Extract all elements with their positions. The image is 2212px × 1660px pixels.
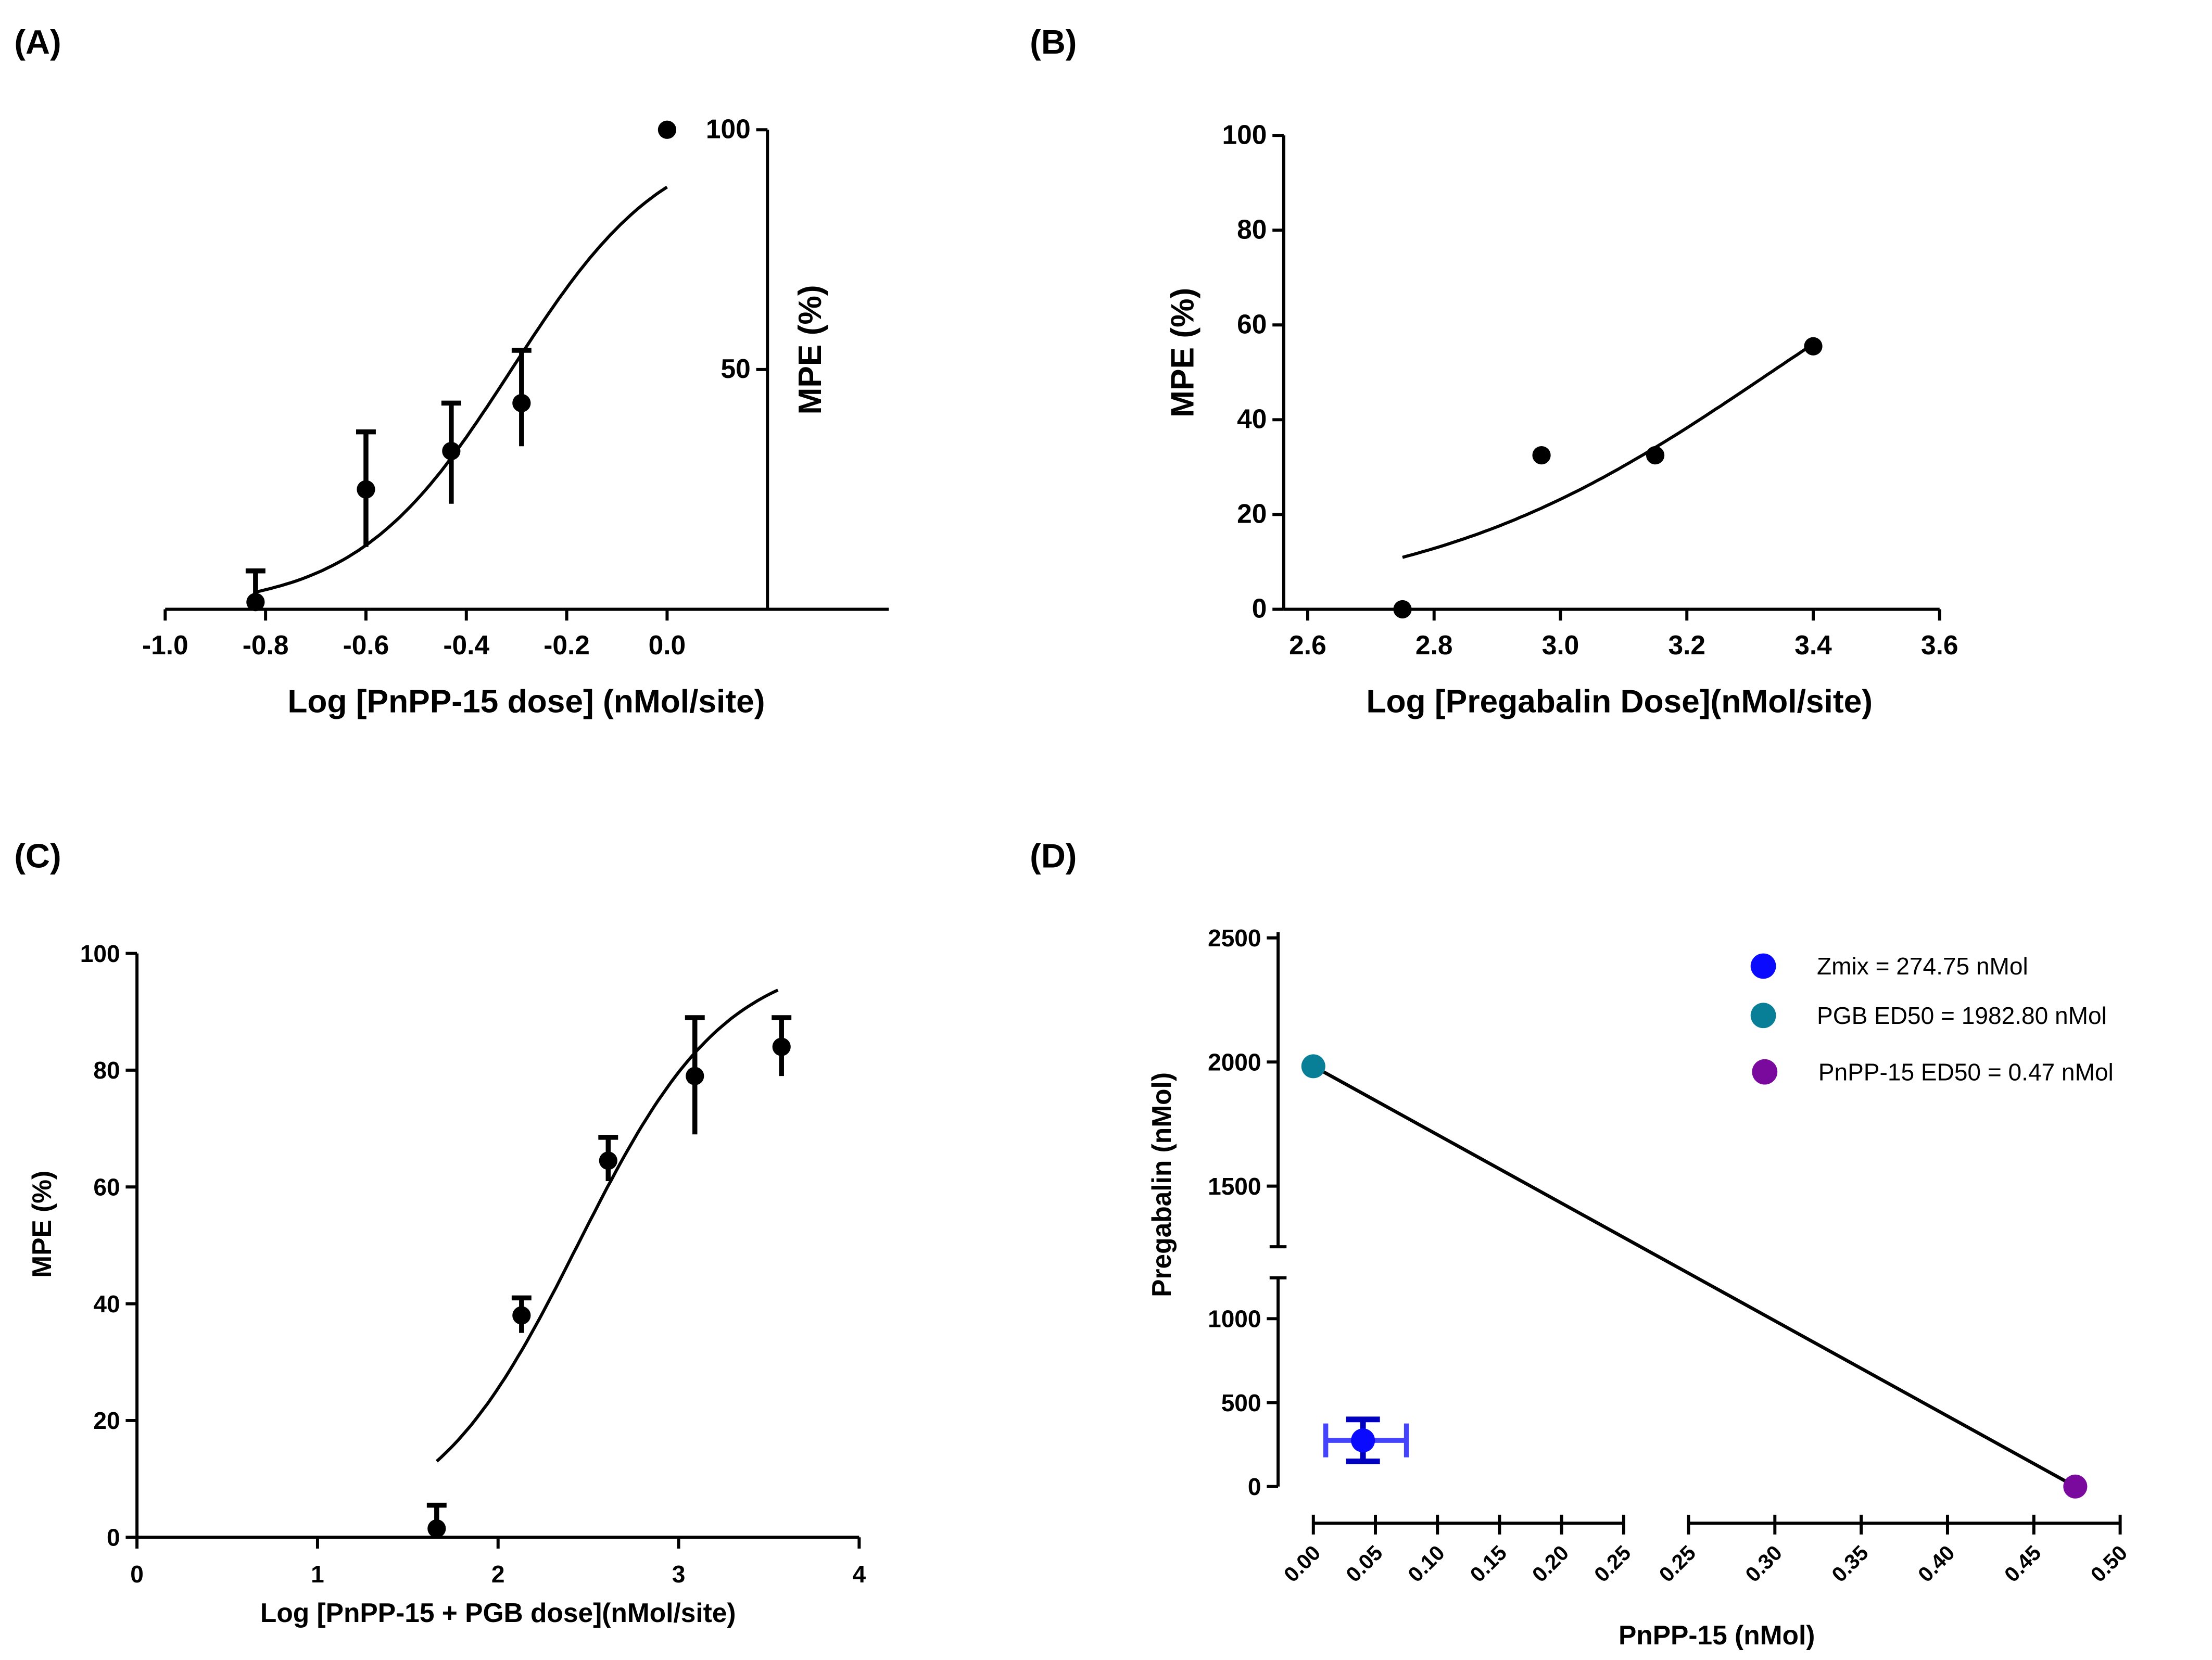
- data-point: [658, 120, 677, 139]
- y-tick-label: 80: [1237, 214, 1267, 244]
- legend-marker-pgb: [1750, 1003, 1776, 1029]
- legend: Zmix = 274.75 nMol PGB ED50 = 1982.80 nM…: [1750, 953, 2114, 1085]
- ylabel-b: MPE (%): [1165, 288, 1200, 417]
- xlabel-d: PnPP-15 (nMol): [1619, 1620, 1815, 1650]
- panel-label-c: (C): [14, 837, 61, 875]
- x-tick-label: 0.25: [1589, 1541, 1635, 1587]
- data-point: [772, 1037, 791, 1056]
- x-tick-label: 0.00: [1279, 1541, 1325, 1587]
- x-tick-label: 3.2: [1668, 630, 1705, 660]
- x-tick-label: 0.20: [1527, 1541, 1573, 1587]
- data-point-zmix: [1351, 1428, 1375, 1453]
- y-tick-label: 500: [1221, 1389, 1261, 1416]
- y-tick-label: 20: [1237, 499, 1267, 529]
- plot-1: 2.6 2.8 3.0 3.2 3.4 3.6 0 20 40 60 80 100: [1222, 119, 1958, 660]
- xlabel-c: Log [PnPP-15 + PGB dose](nMol/site): [260, 1598, 736, 1628]
- y-tick-label: 50: [721, 353, 750, 384]
- x-tick-label: 2.8: [1415, 630, 1453, 660]
- x-tick-label: 3.4: [1794, 630, 1832, 660]
- y-tick-label: 20: [93, 1407, 120, 1434]
- data-point: [1804, 337, 1823, 356]
- x-tick-label: 3: [672, 1561, 686, 1588]
- y-tick-label: 100: [1222, 119, 1267, 149]
- y-tick-label: 0: [1252, 593, 1267, 624]
- panel-label-b: (B): [1030, 23, 1077, 61]
- isobole-line: [1312, 1065, 2076, 1488]
- x-tick-label: 0.05: [1341, 1541, 1387, 1587]
- x-tick-label: 0.15: [1465, 1541, 1511, 1587]
- legend-label-pnpp: PnPP-15 ED50 = 0.47 nMol: [1818, 1058, 2114, 1085]
- y-tick-label: 60: [93, 1174, 120, 1201]
- y-tick-label: 1500: [1208, 1173, 1261, 1200]
- x-tick-label: -0.4: [443, 630, 489, 660]
- x-tick-label: -1.0: [142, 630, 188, 660]
- x-tick-label: 3.6: [1921, 630, 1958, 660]
- x-tick-label: 0.30: [1740, 1541, 1786, 1587]
- x-tick-label: 0: [130, 1561, 144, 1588]
- ylabel-c: MPE (%): [27, 1171, 57, 1278]
- x-tick-label: 0.25: [1654, 1541, 1700, 1587]
- x-tick-label: 2: [491, 1561, 505, 1588]
- x-tick-label: 4: [853, 1561, 866, 1588]
- data-point: [1646, 446, 1665, 465]
- x-tick-label: 0.35: [1827, 1541, 1873, 1587]
- data-point: [599, 1151, 617, 1170]
- y-tick-label: 0: [1248, 1473, 1261, 1500]
- y-tick-label: 2000: [1208, 1048, 1261, 1075]
- x-tick-label: 2.6: [1289, 630, 1326, 660]
- data-point: [442, 441, 461, 461]
- legend-label-zmix: Zmix = 274.75 nMol: [1817, 953, 2028, 980]
- y-tick-label: 1000: [1208, 1306, 1261, 1333]
- panel-label-d: (D): [1030, 837, 1077, 875]
- x-tick-label: 0.0: [649, 630, 686, 660]
- data-point: [686, 1067, 704, 1085]
- x-tick-label: 0.45: [2000, 1541, 2045, 1587]
- data-point: [427, 1519, 446, 1538]
- y-tick-label: 60: [1237, 309, 1267, 339]
- legend-label-pgb: PGB ED50 = 1982.80 nMol: [1817, 1002, 2107, 1029]
- x-tick-label: 3.0: [1542, 630, 1579, 660]
- legend-marker-pnpp: [1752, 1059, 1778, 1085]
- x-tick-label: -0.6: [343, 630, 389, 660]
- data-point: [246, 593, 265, 612]
- fit-curve: [1402, 343, 1814, 559]
- x-tick-label: 0.50: [2086, 1541, 2132, 1587]
- ylabel-d: Pregabalin (nMol): [1146, 1072, 1177, 1297]
- xlabel-b: Log [Pregabalin Dose](nMol/site): [1366, 683, 1873, 719]
- y-tick-label: 100: [706, 114, 751, 144]
- y-tick-label: 100: [80, 940, 120, 967]
- fit-curve: [255, 185, 668, 594]
- x-tick-label: 0.40: [1913, 1541, 1959, 1587]
- fit-curve: [435, 989, 779, 1463]
- data-point: [1532, 446, 1551, 465]
- y-tick-label: 0: [107, 1524, 120, 1551]
- y-tick-label: 40: [1237, 404, 1267, 434]
- x-tick-label: 0.10: [1403, 1541, 1449, 1587]
- data-point-pgb: [1301, 1054, 1325, 1079]
- panel-label-a: (A): [14, 23, 61, 61]
- xlabel-a: Log [PnPP-15 dose] (nMol/site): [287, 683, 765, 719]
- plot-0: -1.0 -0.8 -0.6 -0.4 -0.2 0.0 50 100: [142, 114, 889, 660]
- data-point: [1393, 600, 1412, 619]
- x-tick-label: -0.8: [243, 630, 289, 660]
- x-tick-label: 1: [311, 1561, 324, 1588]
- data-point: [512, 394, 531, 412]
- x-tick-label: -0.2: [543, 630, 590, 660]
- data-point-pnpp: [2063, 1474, 2088, 1499]
- data-point: [512, 1306, 531, 1325]
- y-tick-label: 2500: [1208, 924, 1261, 952]
- y-tick-label: 80: [93, 1057, 120, 1084]
- ylabel-a: MPE (%): [792, 285, 828, 414]
- y-tick-label: 40: [93, 1290, 120, 1317]
- legend-marker-zmix: [1750, 953, 1776, 979]
- data-point: [357, 480, 375, 499]
